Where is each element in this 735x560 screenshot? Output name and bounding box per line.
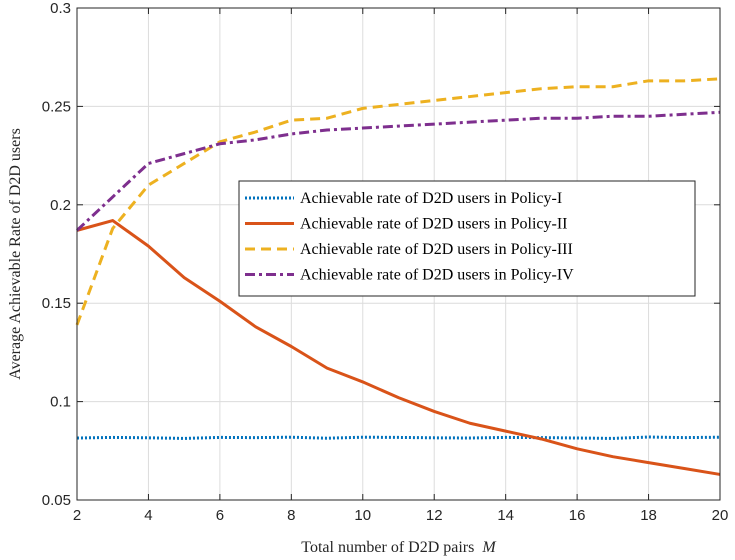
legend-label: Achievable rate of D2D users in Policy-I…: [300, 267, 574, 284]
x-tick-label: 16: [569, 507, 586, 524]
legend-label: Achievable rate of D2D users in Policy-I: [300, 190, 562, 207]
y-tick-label: 0.05: [42, 492, 71, 509]
y-tick-label: 0.1: [50, 394, 71, 411]
x-tick-label: 14: [497, 507, 514, 524]
legend-label: Achievable rate of D2D users in Policy-I…: [300, 216, 567, 233]
x-tick-label: 12: [426, 507, 443, 524]
legend: Achievable rate of D2D users in Policy-I…: [238, 180, 696, 297]
x-tick-label: 18: [640, 507, 657, 524]
axis-labels: 2 4 6 8 10 12 14 16 18 20 0.05 0.1 0.15 0.2 0.25 0.3: [42, 0, 729, 524]
x-tick-label: 6: [216, 507, 224, 524]
series-line-2: [76, 219, 721, 476]
x-tick-label: 20: [712, 507, 729, 524]
x-axis-title-variable: M: [481, 539, 497, 556]
x-axis-title: Total number of D2D pairs M: [301, 539, 497, 556]
series-line-3: [75, 77, 721, 326]
plot-frame: [76, 7, 721, 501]
x-tick-label: 2: [73, 507, 81, 524]
y-tick-label: 0.3: [50, 0, 71, 17]
x-axis-title-text: Total number of D2D pairs: [301, 539, 474, 556]
y-axis-title: Average Achievable Rate of D2D users: [7, 128, 24, 380]
series-lines: [75, 77, 721, 476]
x-tick-label: 10: [354, 507, 371, 524]
series-line-4: [75, 110, 721, 232]
series-line-1: [76, 435, 721, 440]
y-tick-label: 0.15: [42, 295, 71, 312]
legend-label: Achievable rate of D2D users in Policy-I…: [300, 241, 573, 258]
y-tick-label: 0.2: [50, 197, 71, 214]
x-tick-label: 4: [144, 507, 152, 524]
x-tick-label: 8: [287, 507, 295, 524]
axis-ticks: [76, 7, 721, 501]
y-tick-label: 0.25: [42, 98, 71, 115]
legend-box: [238, 180, 696, 297]
